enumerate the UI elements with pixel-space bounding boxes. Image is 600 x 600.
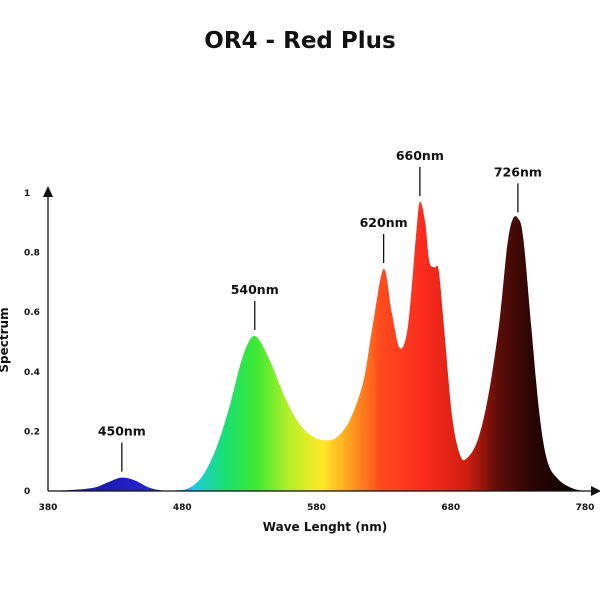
y-tick-label: 0 [24, 487, 30, 497]
x-axis-arrow-icon [591, 486, 600, 496]
x-axis-label: Wave Lenght (nm) [263, 520, 387, 534]
y-tick-label: 0.8 [24, 249, 40, 259]
y-tick-label: 1 [24, 189, 30, 199]
x-tick-labels: 380 480 580 680 780 [39, 503, 595, 513]
peak-annotations: 450nm 540nm 620nm 660nm 726nm [98, 148, 542, 472]
y-tick-labels: 0 0.2 0.4 0.6 0.8 1 [24, 189, 40, 497]
y-tick-label: 0.2 [24, 427, 40, 437]
peak-label: 620nm [360, 215, 408, 230]
x-tick-label: 480 [173, 503, 192, 513]
peak-label: 660nm [396, 148, 444, 163]
peak-label: 450nm [98, 424, 146, 439]
x-axis [48, 486, 600, 496]
x-tick-label: 780 [576, 503, 595, 513]
x-tick-label: 380 [39, 503, 58, 513]
peak-label: 726nm [494, 164, 542, 179]
x-tick-label: 580 [307, 503, 326, 513]
x-tick-label: 680 [441, 503, 460, 513]
y-axis [43, 186, 53, 491]
peak-label: 540nm [231, 282, 279, 297]
chart-title: OR4 - Red Plus [204, 28, 395, 54]
y-tick-label: 0.4 [24, 368, 40, 378]
y-axis-arrow-icon [43, 186, 53, 197]
spectrum-area [48, 201, 585, 491]
y-axis-label: Spectrum [0, 307, 11, 372]
y-tick-label: 0.6 [24, 308, 40, 318]
